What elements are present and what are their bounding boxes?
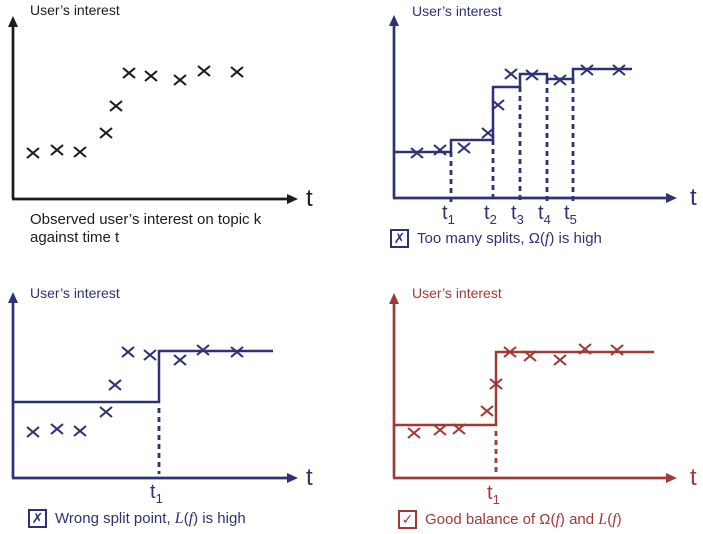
x-axis-label: t — [690, 184, 697, 211]
scatter-x-mark — [99, 406, 113, 418]
caption-text: Good balance of Ω(f) and L(f) — [425, 510, 622, 528]
plot-good-balance — [389, 293, 677, 483]
scatter-x-mark — [50, 144, 64, 156]
scatter-x-mark — [143, 349, 157, 361]
scatter-x-mark — [109, 100, 123, 112]
scatter-x-mark — [230, 346, 244, 358]
scatter-x-mark — [50, 423, 64, 435]
tick-label-t2: t2 — [484, 202, 497, 227]
x-box-icon: ✗ — [390, 229, 409, 248]
scatter-x-mark — [122, 67, 136, 79]
scatter-x-mark — [121, 346, 135, 358]
caption: Observed user’s interest on topic k agai… — [30, 211, 261, 247]
scatter-x-mark — [230, 66, 244, 78]
caption: ✓ Good balance of Ω(f) and L(f) — [398, 510, 622, 529]
scatter-x-mark — [503, 346, 517, 358]
scatter-x-mark — [433, 424, 447, 436]
scatter-x-mark — [523, 350, 537, 362]
scatter-x-mark — [553, 354, 567, 366]
y-axis-arrow-icon — [389, 293, 399, 304]
scatter-x-mark — [610, 344, 624, 356]
y-axis-arrow-icon — [8, 292, 18, 303]
plot-title: User’s interest — [412, 285, 502, 301]
panel-wrong-split: User’s interest t t1 ✗ Wrong split point… — [0, 267, 352, 534]
y-axis-arrow-icon — [8, 16, 18, 27]
x-axis-arrow-icon — [666, 473, 677, 483]
step-function-line — [394, 350, 654, 427]
tick-label-t3: t3 — [511, 202, 524, 227]
plot-observed — [8, 16, 298, 204]
scatter-x-mark — [480, 405, 494, 417]
scatter-x-mark — [612, 64, 626, 76]
plot-title: User’s interest — [30, 2, 120, 18]
tick-label-t1: t1 — [442, 202, 455, 227]
scatter-x-mark — [410, 147, 424, 159]
tick-label-t4: t4 — [538, 202, 551, 227]
scatter-x-mark — [73, 146, 87, 158]
tick-label-t5: t5 — [564, 202, 577, 227]
plot-title: User’s interest — [412, 3, 502, 19]
x-axis-label: t — [306, 464, 313, 491]
scatter-x-mark — [99, 127, 113, 139]
tick-label-t1: t1 — [150, 481, 163, 506]
caption-line-2: against time t — [30, 229, 120, 246]
scatter-x-mark — [489, 378, 503, 390]
scatter-x-mark — [26, 147, 40, 159]
x-axis-label: t — [690, 464, 697, 491]
scatter-x-mark — [504, 68, 518, 80]
plot-title: User’s interest — [30, 285, 120, 301]
scatter-x-mark — [197, 65, 211, 77]
scatter-x-mark — [452, 423, 466, 435]
panel-observed: User’s interest t Observed user’s intere… — [0, 0, 352, 267]
x-axis-arrow-icon — [287, 194, 298, 204]
caption: ✗ Wrong split point, L(f) is high — [28, 509, 246, 528]
caption-text: Wrong split point, L(f) is high — [55, 509, 246, 527]
panel-good-balance: User’s interest t t1 ✓ Good balance of Ω… — [352, 267, 703, 534]
plot-too-many-splits — [389, 15, 677, 203]
step-function-line — [394, 67, 632, 154]
tick-label-t1: t1 — [487, 482, 500, 507]
caption: ✗ Too many splits, Ω(f) is high — [390, 229, 602, 248]
x-box-icon: ✗ — [28, 509, 47, 528]
scatter-x-mark — [407, 427, 421, 439]
caption-line-1: Observed user’s interest on topic k — [30, 211, 262, 228]
scatter-x-mark — [173, 74, 187, 86]
scatter-x-mark — [196, 344, 210, 356]
x-axis-arrow-icon — [287, 473, 298, 483]
scatter-x-mark — [580, 64, 594, 76]
plot-wrong-split — [8, 292, 298, 483]
scatter-x-mark — [173, 354, 187, 366]
scatter-x-mark — [578, 343, 592, 355]
scatter-x-mark — [553, 74, 567, 86]
scatter-x-mark — [108, 379, 122, 391]
scatter-x-mark — [73, 425, 87, 437]
scatter-x-mark — [481, 127, 495, 139]
x-axis-arrow-icon — [666, 193, 677, 203]
scatter-x-mark — [144, 70, 158, 82]
step-function-line — [13, 349, 273, 404]
scatter-x-mark — [433, 144, 447, 156]
panel-too-many-splits: User’s interest t t1 t2 t3 t4 t5 ✗ Too m… — [352, 0, 703, 267]
y-axis-arrow-icon — [389, 15, 399, 26]
scatter-x-mark — [491, 99, 505, 111]
scatter-x-mark — [457, 142, 471, 154]
caption-text: Too many splits, Ω(f) is high — [417, 229, 602, 247]
check-box-icon: ✓ — [398, 510, 417, 529]
scatter-x-mark — [525, 69, 539, 81]
x-axis-label: t — [306, 185, 313, 212]
scatter-x-mark — [26, 426, 40, 438]
